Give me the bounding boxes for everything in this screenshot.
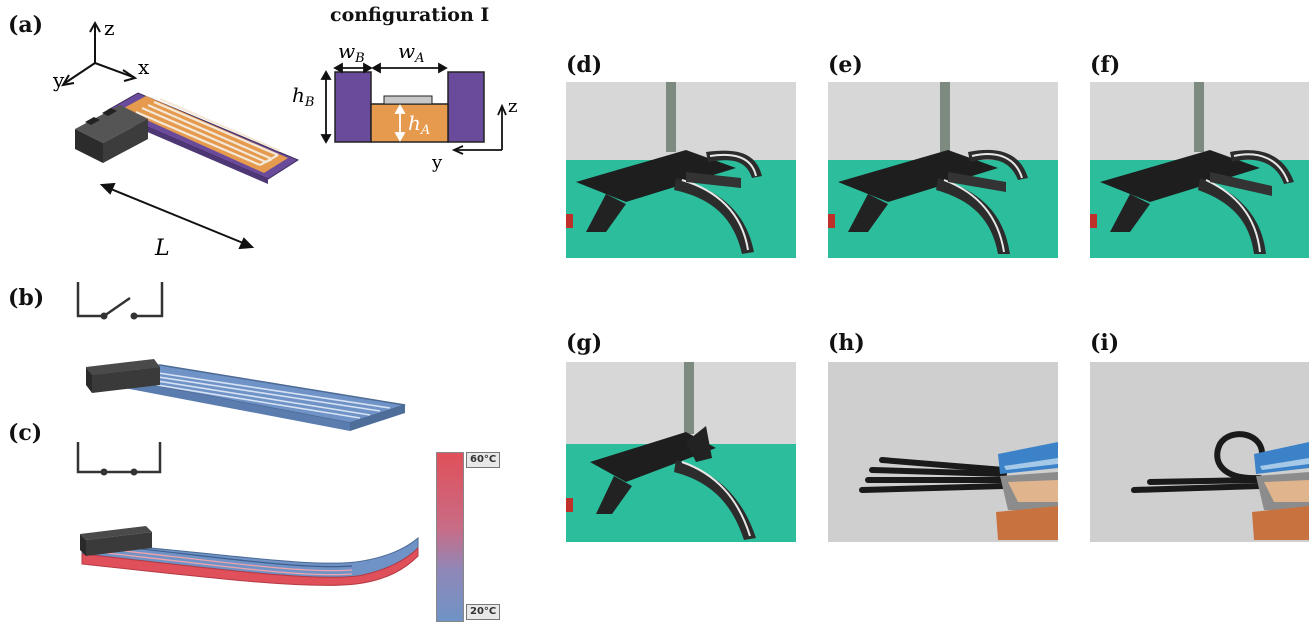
length-label: L xyxy=(154,236,170,261)
panel-label-d: (d) xyxy=(566,52,603,78)
panel-label-h: (h) xyxy=(828,330,865,356)
colorbar-max-label: 60°C xyxy=(466,452,501,468)
panel-label-g: (g) xyxy=(566,330,603,356)
cross-section-diagram: wB wA hB hA z y xyxy=(292,39,517,173)
wB-sub: B xyxy=(354,51,365,66)
svg-text:wB: wB xyxy=(338,39,365,66)
photo-e xyxy=(828,82,1058,258)
axis-label-z: z xyxy=(104,16,115,40)
panel-label-f: (f) xyxy=(1090,52,1121,78)
cs-axis-y: y xyxy=(431,152,443,173)
wA-sub: A xyxy=(414,51,424,66)
panel-label-e: (e) xyxy=(828,52,863,78)
orange-layer xyxy=(370,103,449,143)
photo-h xyxy=(828,362,1058,542)
svg-text:wA: wA xyxy=(398,39,425,66)
panel-label-b: (b) xyxy=(8,285,45,311)
hB-label: h xyxy=(292,83,305,107)
bent-actuator-render xyxy=(80,526,419,586)
svg-text:hA: hA xyxy=(408,111,430,138)
flat-actuator-render xyxy=(86,359,406,431)
axis-label-y: y xyxy=(52,68,65,92)
panel-label-a: (a) xyxy=(8,12,44,38)
temperature-colorbar xyxy=(436,452,464,622)
closed-switch-icon xyxy=(76,442,162,476)
photo-i xyxy=(1090,362,1309,542)
bent-clamp-block xyxy=(80,526,152,540)
panel-label-i: (i) xyxy=(1090,330,1120,356)
colorbar-min-label: 20°C xyxy=(466,604,501,620)
wA-label: w xyxy=(398,39,415,63)
left-wall xyxy=(334,71,372,143)
photo-g xyxy=(566,362,796,542)
panel-label-c: (c) xyxy=(8,420,43,446)
cs-axis-z: z xyxy=(508,96,517,117)
clamp-block-top xyxy=(75,105,148,143)
hA-sub: A xyxy=(420,123,430,138)
length-arrow xyxy=(99,182,255,250)
hB-sub: B xyxy=(304,95,315,110)
heater-traces xyxy=(135,97,281,167)
axis-label-x: x xyxy=(138,55,150,79)
wB-label: w xyxy=(338,39,355,63)
photo-f xyxy=(1090,82,1309,258)
svg-text:hB: hB xyxy=(292,83,314,110)
photo-d xyxy=(566,82,796,258)
trace-strip xyxy=(383,95,433,105)
actuator-3d-diagram: z x y L xyxy=(52,16,300,261)
right-wall xyxy=(447,71,485,143)
open-switch-icon xyxy=(76,282,164,320)
configuration-title: configuration I xyxy=(330,4,490,26)
coordinate-axes xyxy=(61,20,138,87)
hA-label: h xyxy=(408,111,421,135)
flat-clamp-block xyxy=(86,359,160,375)
